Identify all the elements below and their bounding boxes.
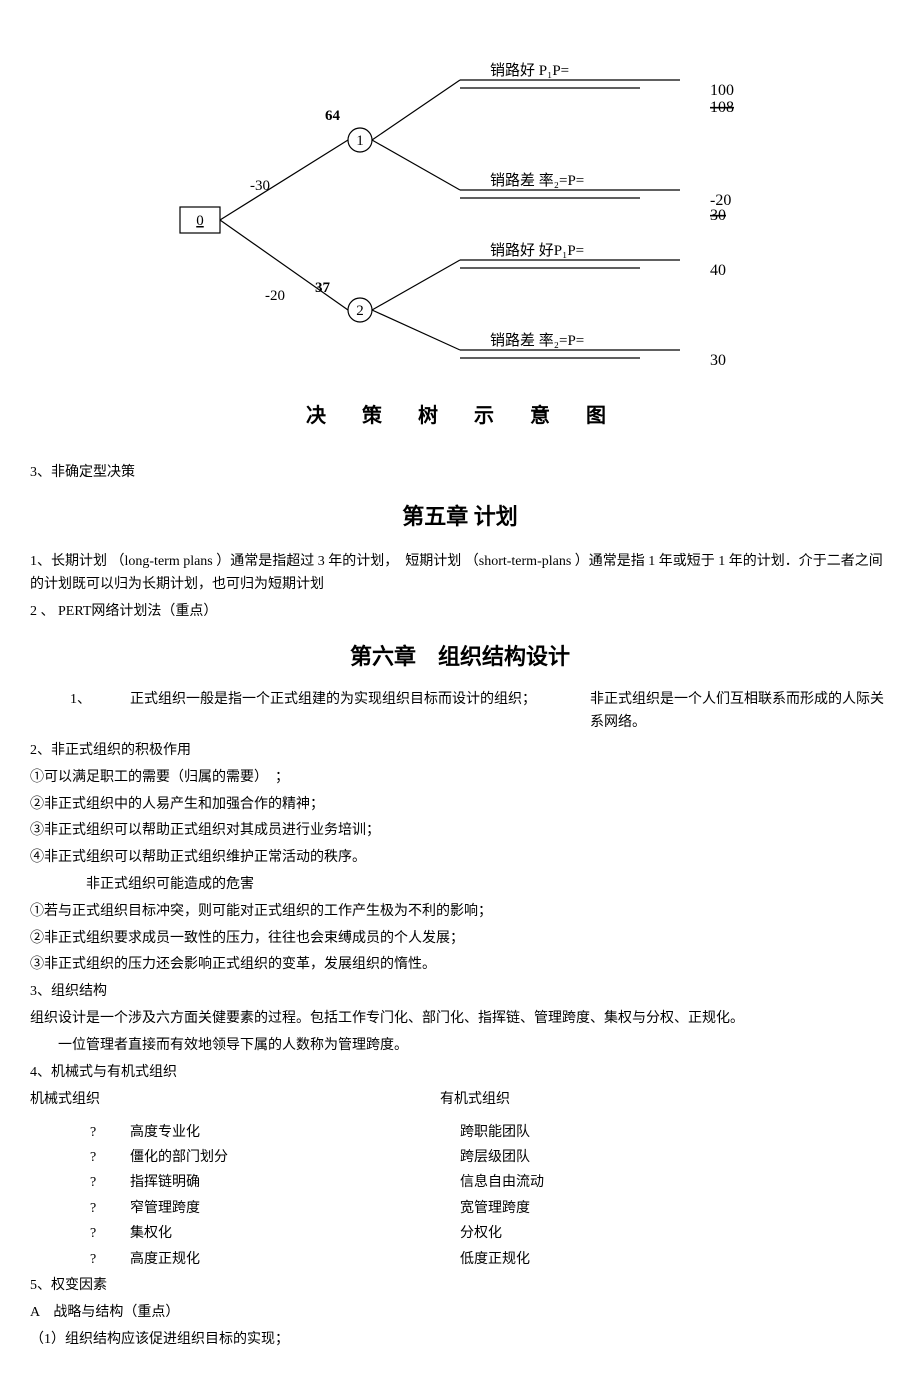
svg-text:1: 1: [356, 133, 364, 149]
section-3-heading: 3、非确定型决策: [30, 462, 890, 484]
informal-text: 非正式组织是一个人们互相联系而形成的人际关系网络。: [590, 689, 890, 734]
chapter5-title: 第五章 计划: [30, 499, 890, 534]
mech-header: 机械式组织: [30, 1089, 440, 1111]
ch6-p5-header: 5、权变因素: [30, 1274, 890, 1298]
comparison-row: ?高度正规化低度正规化: [30, 1249, 890, 1271]
ch6-p3-span: 一位管理者直接而有效地领导下属的人数称为管理跨度。: [30, 1034, 890, 1058]
negative-list: ①若与正式组织目标冲突，则可能对正式组织的工作产生极为不利的影响； ②非正式组织要…: [30, 900, 890, 977]
org-comparison-header: 机械式组织 有机式组织: [30, 1089, 890, 1116]
ch6-p5-1: （1）组织结构应该促进组织目标的实现；: [30, 1328, 890, 1352]
comparison-row: ?集权化分权化: [30, 1223, 890, 1245]
neg-header: 非正式组织可能造成的危害: [30, 873, 890, 897]
positive-item: ④非正式组织可以帮助正式组织维护正常活动的秩序。: [30, 846, 890, 870]
positive-item: ③非正式组织可以帮助正式组织对其成员进行业务培训；: [30, 819, 890, 843]
ch5-p2: 2 、 PERT网络计划法（重点）: [30, 600, 890, 624]
ch6-p2-header: 2、非正式组织的积极作用: [30, 739, 890, 763]
negative-item: ③非正式组织的压力还会影响正式组织的变革，发展组织的惰性。: [30, 953, 890, 977]
svg-text:0: 0: [196, 213, 204, 229]
diagram-title: 决 策 树 示 意 图: [30, 400, 890, 432]
ch6-p3-text: 组织设计是一个涉及六方面关健要素的过程。包括工作专门化、部门化、指挥链、管理跨度…: [30, 1007, 890, 1031]
svg-text:销路差 率₂=P=: 销路差 率₂=P=: [490, 172, 584, 189]
formal-num: 1、: [70, 689, 130, 734]
bullet-mark: ?: [30, 1172, 130, 1194]
comparison-row: ?高度专业化跨职能团队: [30, 1122, 890, 1144]
mech-item: 窄管理跨度: [130, 1198, 460, 1220]
comparison-row: ?窄管理跨度宽管理跨度: [30, 1198, 890, 1220]
positive-list: ①可以满足职工的需要（归属的需要） ； ②非正式组织中的人易产生和加强合作的精神；…: [30, 766, 890, 870]
bullet-mark: ?: [30, 1122, 130, 1144]
organic-item: 低度正规化: [460, 1249, 890, 1271]
decision-tree-svg: 01-30642-2037销路好 P₁P=100108销路差 率₂=P=-203…: [160, 20, 760, 380]
organic-item: 宽管理跨度: [460, 1198, 890, 1220]
svg-text:2: 2: [356, 303, 364, 319]
formal-text: 正式组织一般是指一个正式组建的为实现组织目标而设计的组织；: [130, 689, 590, 734]
positive-item: ②非正式组织中的人易产生和加强合作的精神；: [30, 793, 890, 817]
formal-informal-row: 1、 正式组织一般是指一个正式组建的为实现组织目标而设计的组织； 非正式组织是一…: [30, 689, 890, 734]
organic-item: 跨职能团队: [460, 1122, 890, 1144]
mech-item: 指挥链明确: [130, 1172, 460, 1194]
positive-item: ①可以满足职工的需要（归属的需要） ；: [30, 766, 890, 790]
bullet-mark: ?: [30, 1223, 130, 1245]
svg-text:40: 40: [710, 262, 726, 279]
svg-text:108: 108: [710, 99, 734, 116]
svg-text:64: 64: [325, 108, 341, 124]
negative-item: ①若与正式组织目标冲突，则可能对正式组织的工作产生极为不利的影响；: [30, 900, 890, 924]
mech-item: 集权化: [130, 1223, 460, 1245]
ch6-p5-a: A 战略与结构（重点）: [30, 1301, 890, 1325]
svg-text:-20: -20: [265, 288, 285, 304]
comparison-row: ?僵化的部门划分跨层级团队: [30, 1147, 890, 1169]
mech-item: 高度专业化: [130, 1122, 460, 1144]
organic-item: 分权化: [460, 1223, 890, 1245]
bullet-mark: ?: [30, 1198, 130, 1220]
comparison-row: ?指挥链明确信息自由流动: [30, 1172, 890, 1194]
ch6-p4-header: 4、机械式与有机式组织: [30, 1061, 890, 1085]
negative-item: ②非正式组织要求成员一致性的压力，往往也会束缚成员的个人发展；: [30, 927, 890, 951]
svg-text:30: 30: [710, 352, 726, 369]
org-header: 有机式组织: [440, 1089, 890, 1111]
bullet-mark: ?: [30, 1249, 130, 1271]
decision-tree-diagram: 01-30642-2037销路好 P₁P=100108销路差 率₂=P=-203…: [30, 20, 890, 380]
mech-item: 僵化的部门划分: [130, 1147, 460, 1169]
comparison-list: ?高度专业化跨职能团队?僵化的部门划分跨层级团队?指挥链明确信息自由流动?窄管理…: [30, 1122, 890, 1271]
svg-text:-30: -30: [250, 178, 270, 194]
svg-text:100: 100: [710, 82, 734, 99]
mech-item: 高度正规化: [130, 1249, 460, 1271]
organic-item: 信息自由流动: [460, 1172, 890, 1194]
bullet-mark: ?: [30, 1147, 130, 1169]
svg-text:销路差 率₂=P=: 销路差 率₂=P=: [490, 332, 584, 349]
organic-item: 跨层级团队: [460, 1147, 890, 1169]
ch5-p1: 1、长期计划 （long-term plans ）通常是指超过 3 年的计划， …: [30, 550, 890, 598]
svg-text:37: 37: [315, 280, 331, 296]
svg-text:销路好 好P₁P=: 销路好 好P₁P=: [490, 242, 584, 259]
ch6-p3-header: 3、组织结构: [30, 980, 890, 1004]
svg-text:销路好 P₁P=: 销路好 P₁P=: [490, 62, 569, 79]
svg-text:30: 30: [710, 207, 726, 224]
chapter6-title: 第六章 组织结构设计: [30, 639, 890, 674]
